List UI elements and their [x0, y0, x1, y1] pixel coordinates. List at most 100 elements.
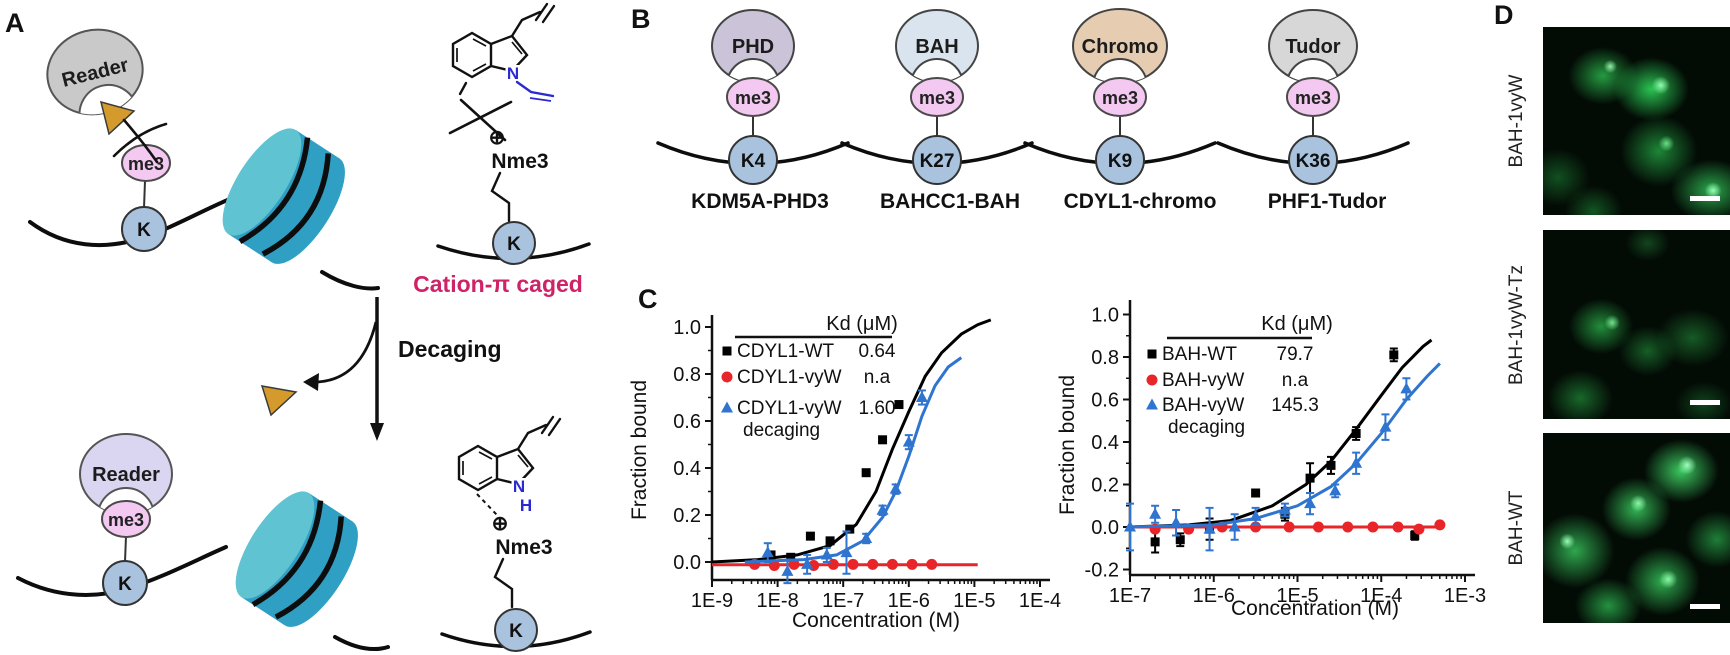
binding-pocket [1092, 58, 1148, 83]
y-tick-label: 0.6 [1091, 390, 1119, 412]
scale-bar [1690, 604, 1720, 609]
x-tick-label: 1E-4 [1360, 585, 1402, 607]
legend-entry-line2: decaging [743, 420, 820, 441]
lysine-label: K [118, 574, 132, 595]
me3-mark [910, 77, 964, 117]
nme3-label: Nme3 [495, 536, 552, 559]
legend: Kd (μM) BAH-WT 79.7 BAH-vyW n.a BAH-vyW 145.3 d… [1146, 313, 1333, 438]
domain-label: Tudor [1285, 36, 1340, 58]
domain-label: Chromo [1082, 36, 1159, 58]
released-cage-triangle-icon [260, 385, 298, 417]
panel-a-schematic: me3 K Reader Decaging Reader me3 K [16, 2, 592, 652]
dna-wrap-line [261, 153, 331, 257]
attachment-squiggle [534, 2, 549, 22]
cage-release-arrow [317, 321, 378, 384]
x-tick-label: 1E-9 [691, 590, 733, 612]
attachment-squiggle [541, 4, 556, 24]
legend-entry: BAH-vyW [1162, 395, 1244, 416]
reader-protein-bound: Reader [79, 433, 173, 515]
legend-entry: CDYL1-vyW [737, 398, 842, 419]
series-CDYL1-vyW-decaging [744, 356, 963, 585]
lysine-residue [121, 206, 167, 252]
y-axis-label: Fraction bound [1056, 375, 1079, 515]
x-axis-label: Concentration (M) [1231, 597, 1399, 620]
x-tick-label: 1E-5 [953, 590, 995, 612]
axes: 1E-7 1E-6 1E-5 1E-4 1E-3 1.0 0.8 0.6 0.4 0.2 0.0 -0… [1085, 300, 1486, 607]
legend-kd-value: n.a [1282, 370, 1309, 391]
site-label: K27 [920, 151, 955, 172]
micrograph-row-label: BAH-1vyW-Tz [1506, 265, 1527, 385]
domain-label: BAH [915, 36, 958, 58]
lysine-residue [728, 135, 778, 185]
legend-kd-value: 1.60 [859, 398, 896, 419]
vinyl-cage-group [515, 80, 555, 98]
decaging-label: Decaging [398, 336, 502, 362]
lysine-label: K [507, 234, 521, 255]
binding-pocket [726, 58, 780, 82]
lysine-residue [492, 221, 536, 265]
indole-nh-label: H [520, 496, 532, 515]
reader-complex-bahcc1: BAH me3 K27 BAHCC1-BAH [840, 9, 1034, 213]
dna-wrap-line [274, 516, 344, 620]
positive-charge-icon: ⊕ [489, 127, 506, 149]
nucleosome [235, 491, 358, 627]
y-axis-label: Fraction bound [628, 380, 651, 520]
arrowhead-icon [370, 423, 384, 441]
cation-pi-caged-caption-text: Cation-π caged [413, 271, 583, 297]
dna-wrap-line [251, 500, 324, 608]
series-BAH-vyW-decaging [1124, 362, 1441, 552]
reader-label: Reader [92, 464, 160, 486]
binding-pocket [1286, 58, 1340, 82]
panel-a-label: A [5, 8, 25, 38]
nucleosome [222, 128, 345, 264]
y-tick-label: 0.8 [1091, 347, 1119, 369]
cation-pi-interaction-icon [476, 493, 498, 516]
cage-triangle-icon [99, 100, 136, 136]
binding-pocket [97, 487, 155, 514]
complex-name: CDYL1-chromo [1064, 190, 1217, 213]
caged-structure: N ⊕ Nme3 K [436, 2, 591, 265]
indole-nitrogen-label: N [507, 64, 519, 83]
x-tick-label: 1E-7 [822, 590, 864, 612]
legend-kd-value: 79.7 [1277, 344, 1314, 365]
reader-complex-phf1: Tudor me3 K36 PHF1-Tudor [1216, 9, 1410, 213]
y-tick-label: 0.2 [673, 505, 701, 527]
panel-c-label: C [638, 284, 658, 314]
legend-kd-value: 0.64 [859, 341, 896, 362]
legend-entry-line2: decaging [1168, 417, 1245, 438]
attachment-squiggle [540, 415, 555, 435]
legend-entry: CDYL1-WT [737, 341, 835, 362]
attachment-squiggle [547, 417, 562, 437]
scale-bar [1690, 400, 1720, 405]
binding-pocket [910, 58, 964, 82]
fluorescence-micrograph-bah-wt [1543, 433, 1730, 623]
indole-nitrogen-label: N [513, 477, 525, 496]
y-tick-label: -0.2 [1085, 560, 1119, 582]
fluorescence-micrograph-bah-1vyw-tz [1543, 230, 1730, 419]
x-tick-label: 1E-8 [756, 590, 798, 612]
y-tick-label: 1.0 [673, 317, 701, 339]
me3-label: me3 [128, 154, 164, 174]
blocked-interaction-icon [459, 98, 507, 142]
bah-binding-chart: 1E-7 1E-6 1E-5 1E-4 1E-3 1.0 0.8 0.6 0.4 0.2 0.0 -0… [1056, 300, 1486, 620]
me3-mark [726, 77, 780, 117]
legend-entry: BAH-vyW [1162, 370, 1244, 391]
y-tick-label: 0.0 [673, 552, 701, 574]
legend-entry: BAH-WT [1162, 344, 1237, 365]
panel-b-domains: PHD me3 K4 KDM5A-PHD3 BAH me3 K27 BAHCC1… [656, 8, 1410, 213]
nucleosome-face [235, 491, 315, 599]
x-axis-label: Concentration (M) [792, 609, 960, 632]
series-CDYL1-vyW [712, 558, 978, 572]
complex-name: KDM5A-PHD3 [691, 190, 829, 213]
me3-label: me3 [919, 88, 955, 108]
me3-mark [1093, 77, 1147, 117]
x-tick-label: 1E-6 [1193, 585, 1235, 607]
lysine-label: K [137, 220, 151, 241]
legend-header: Kd (μM) [826, 313, 898, 335]
me3-mark [101, 500, 151, 538]
micrograph-row-label: BAH-WT [1506, 490, 1527, 566]
y-tick-label: 0.4 [673, 458, 701, 480]
x-tick-label: 1E-4 [1019, 590, 1061, 612]
reader-complex-kdm5a: PHD me3 K4 KDM5A-PHD3 [656, 9, 850, 213]
nucleosome-face [222, 128, 302, 236]
